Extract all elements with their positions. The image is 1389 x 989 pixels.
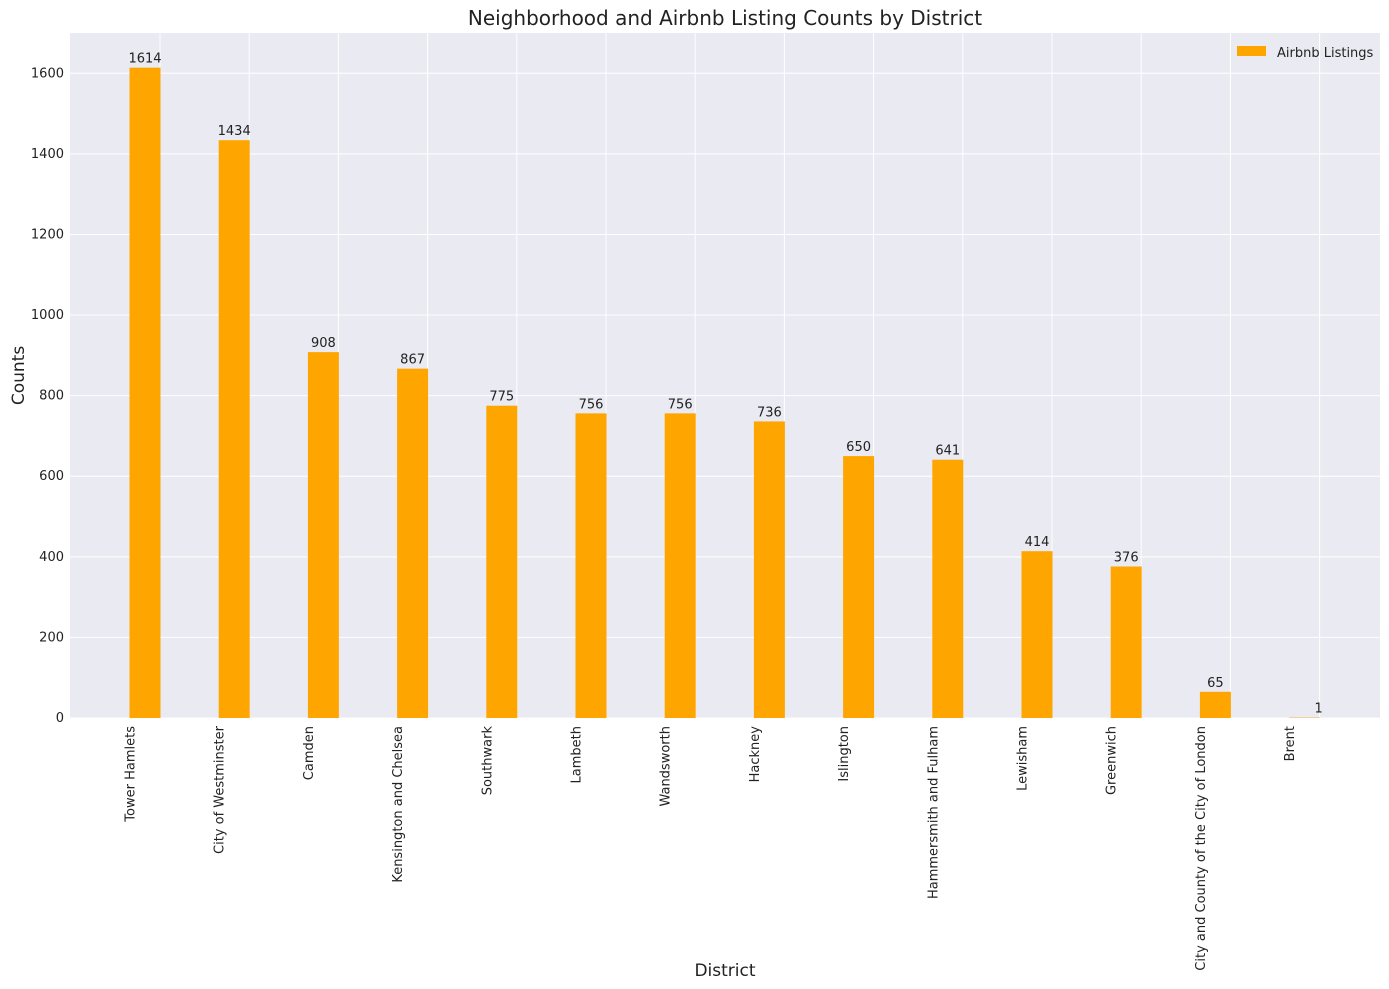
- x-tick-label: Camden: [302, 726, 317, 780]
- legend-swatch: [1237, 46, 1266, 56]
- bar: [1199, 691, 1231, 718]
- y-tick-label: 1200: [31, 227, 64, 242]
- x-tick-label: Lambeth: [570, 726, 585, 783]
- x-tick-label: Southwark: [480, 726, 495, 796]
- y-tick-label: 1400: [31, 147, 64, 162]
- data-label: 775: [489, 390, 514, 405]
- bar: [932, 459, 964, 718]
- x-tick-label: Tower Hamlets: [124, 726, 139, 823]
- data-label: 1: [1314, 702, 1322, 717]
- data-label: 867: [400, 353, 425, 368]
- x-tick-label: City of Westminster: [213, 725, 228, 854]
- legend-label: Airbnb Listings: [1277, 46, 1374, 61]
- y-tick-label: 600: [39, 469, 64, 484]
- y-tick-label: 800: [39, 389, 64, 404]
- plot-area: [70, 33, 1380, 718]
- y-axis-ticks: 0 200 400 600 800 1000 1200 1400 1600: [31, 66, 64, 726]
- data-label: 756: [579, 397, 604, 412]
- y-axis-label: Counts: [9, 346, 29, 405]
- x-tick-label: Kensington and Chelsea: [391, 726, 406, 883]
- data-label: 641: [935, 444, 960, 459]
- chart-title: Neighborhood and Airbnb Listing Counts b…: [468, 6, 982, 30]
- x-axis-label: District: [694, 961, 755, 981]
- bar: [753, 421, 785, 718]
- data-label: 65: [1207, 676, 1224, 691]
- bar: [397, 368, 429, 718]
- bar: [218, 140, 250, 718]
- y-tick-label: 1000: [31, 308, 64, 323]
- bar: [664, 413, 696, 718]
- x-tick-label: Wandsworth: [659, 726, 674, 807]
- bar: [129, 67, 161, 718]
- bar: [486, 405, 518, 718]
- data-label: 650: [846, 440, 871, 455]
- bars: [129, 67, 1321, 718]
- data-label: 1434: [218, 124, 251, 139]
- x-tick-label: Brent: [1283, 726, 1298, 761]
- data-label: 414: [1025, 535, 1050, 550]
- x-axis-ticks: Tower Hamlets City of Westminster Camden Ke…: [124, 725, 1299, 970]
- x-tick-label: Hammersmith and Fulham: [926, 726, 941, 899]
- data-labels: 1614 1434 908 867 775 756 756 736 650 641 414 376 65…: [128, 52, 1322, 717]
- data-label: 908: [311, 336, 336, 351]
- x-tick-label: Hackney: [748, 726, 763, 783]
- x-tick-label: Greenwich: [1105, 726, 1120, 795]
- bar: [575, 413, 607, 718]
- data-label: 736: [757, 405, 782, 420]
- bar: [1021, 551, 1053, 718]
- y-tick-label: 200: [39, 630, 64, 645]
- x-tick-label: Islington: [837, 726, 852, 782]
- data-label: 376: [1114, 550, 1139, 565]
- x-tick-label: Lewisham: [1016, 726, 1031, 791]
- bar: [843, 456, 875, 718]
- data-label: 756: [668, 397, 693, 412]
- y-tick-label: 1600: [31, 66, 64, 81]
- data-label: 1614: [128, 52, 161, 67]
- legend: Airbnb Listings: [1237, 46, 1374, 61]
- bar: [1110, 566, 1142, 718]
- y-tick-label: 400: [39, 550, 64, 565]
- y-tick-label: 0: [56, 711, 64, 726]
- x-tick-label: City and County of the City of London: [1194, 726, 1209, 971]
- bar: [307, 352, 339, 718]
